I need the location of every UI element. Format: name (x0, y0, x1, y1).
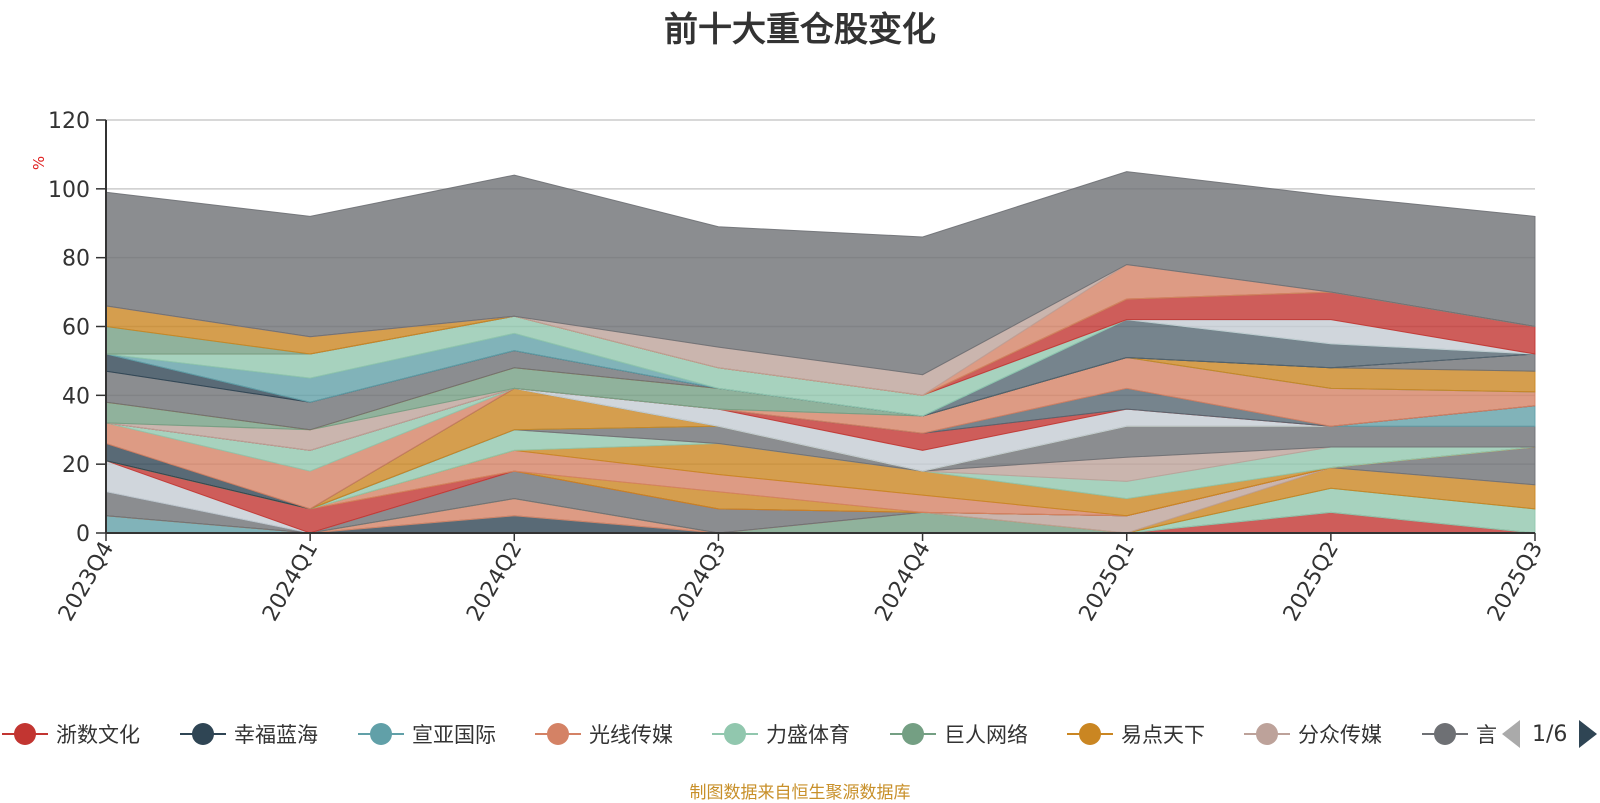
x-tick-label: 2024Q2 (462, 538, 527, 626)
y-tick-label: 0 (76, 522, 90, 547)
legend-item[interactable]: 光线传媒 (533, 716, 673, 752)
legend-item[interactable]: 幸福蓝海 (178, 716, 318, 752)
x-tick-label: 2023Q4 (54, 538, 119, 626)
legend-label: 易点天下 (1121, 723, 1205, 747)
legend-prev-page-icon[interactable] (1502, 720, 1520, 748)
legend-item[interactable]: 力盛体育 (710, 716, 850, 752)
legend-item[interactable]: 浙数文化 (0, 716, 140, 752)
x-tick-label: 2024Q1 (258, 538, 323, 626)
chart-title: 前十大重仓股变化 (664, 10, 936, 50)
y-tick-label: 100 (48, 178, 90, 203)
legend-marker-icon (1242, 721, 1292, 747)
legend: 浙数文化 幸福蓝海 宣亚国际 光线传媒 力盛体育 巨人网络 易点天下 分众传媒 言 (0, 716, 1600, 752)
legend-pager: 1/6 (1498, 716, 1600, 752)
y-axis-unit-label: % (30, 156, 48, 170)
y-tick-label: 80 (62, 247, 90, 272)
legend-next-page-icon[interactable] (1579, 720, 1598, 748)
legend-page-indicator: 1/6 (1532, 721, 1568, 747)
y-tick-label: 40 (62, 384, 90, 409)
legend-item[interactable]: 分众传媒 (1242, 716, 1382, 752)
legend-marker-icon (710, 721, 760, 747)
data-source-note: 制图数据来自恒生聚源数据库 (689, 783, 911, 803)
y-tick-label: 60 (62, 316, 90, 341)
legend-item[interactable]: 易点天下 (1065, 716, 1205, 752)
y-tick-label: 20 (62, 453, 90, 478)
x-tick-label: 2024Q3 (666, 538, 731, 626)
legend-label: 力盛体育 (766, 723, 850, 747)
x-tick-label: 2025Q1 (1075, 538, 1140, 626)
legend-label: 浙数文化 (56, 723, 140, 747)
legend-label: 分众传媒 (1298, 723, 1382, 747)
legend-marker-icon (888, 721, 938, 747)
legend-marker-icon (178, 721, 228, 747)
y-tick-label: 120 (48, 109, 90, 134)
legend-marker-icon (533, 721, 583, 747)
legend-label: 巨人网络 (944, 723, 1028, 747)
legend-marker-icon (1420, 721, 1470, 747)
legend-label: 幸福蓝海 (234, 723, 318, 747)
legend-marker-icon (1065, 721, 1115, 747)
legend-item[interactable]: 言 (1420, 716, 1497, 752)
x-tick-label: 2025Q2 (1279, 538, 1344, 626)
legend-label: 光线传媒 (589, 723, 673, 747)
x-tick-label: 2024Q4 (870, 538, 935, 626)
legend-label: 宣亚国际 (412, 723, 496, 747)
legend-marker-icon (356, 721, 406, 747)
legend-label: 言 (1476, 723, 1497, 747)
legend-item[interactable]: 宣亚国际 (356, 716, 496, 752)
legend-item[interactable]: 巨人网络 (888, 716, 1028, 752)
legend-marker-icon (0, 721, 50, 747)
area-series-layer (105, 171, 1536, 534)
x-tick-label: 2025Q3 (1483, 538, 1548, 626)
area-series-42[interactable] (105, 171, 1536, 376)
